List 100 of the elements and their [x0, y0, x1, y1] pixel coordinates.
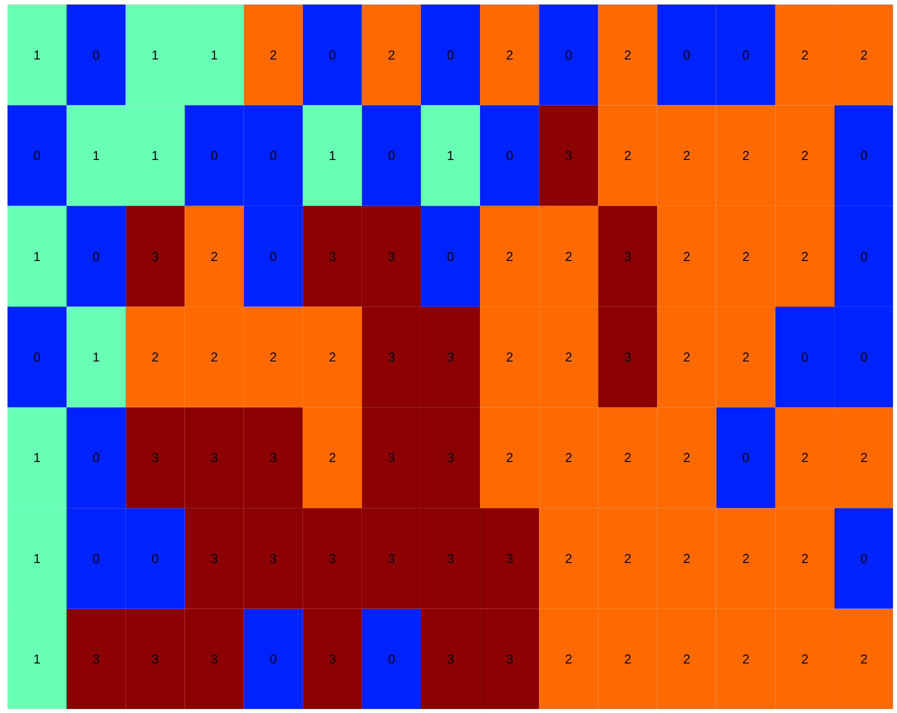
data-label: 2	[801, 248, 809, 264]
data-label: 2	[624, 550, 632, 566]
data-label: 3	[624, 350, 632, 364]
data-label: 3	[270, 550, 277, 566]
data-label: 2	[328, 450, 336, 466]
data-label: 3	[506, 652, 514, 667]
data-label: 0	[33, 350, 41, 364]
data-label: 2	[683, 652, 690, 667]
data-label: 0	[92, 47, 100, 62]
data-label: 1	[92, 350, 100, 364]
data-label: 1	[33, 450, 41, 466]
data-label: 2	[565, 248, 572, 264]
data-label: 1	[33, 550, 41, 566]
data-label: 2	[801, 652, 809, 667]
data-label: 2	[624, 47, 632, 62]
data-label: 2	[506, 47, 514, 62]
data-label: 0	[270, 248, 277, 264]
data-label: 0	[742, 47, 750, 62]
data-label: 2	[742, 248, 750, 264]
data-label: 2	[270, 350, 277, 364]
data-label: 0	[270, 652, 277, 667]
data-label: 1	[210, 47, 218, 62]
data-label: 2	[860, 652, 868, 667]
data-label: 3	[210, 652, 218, 667]
data-label: 2	[565, 550, 572, 566]
data-label: 3	[152, 450, 159, 466]
data-label: 1	[33, 47, 41, 62]
data-label: 2	[624, 652, 632, 667]
data-label: 0	[683, 47, 690, 62]
data-label: 0	[860, 248, 868, 264]
data-label: 3	[210, 550, 218, 566]
data-label: 0	[92, 248, 100, 264]
data-label: 3	[388, 350, 396, 364]
data-label: 2	[801, 450, 809, 466]
data-label: 2	[270, 47, 277, 62]
data-label: 3	[388, 550, 396, 566]
data-label: 3	[328, 652, 336, 667]
data-label: 0	[742, 450, 750, 466]
data-label: 2	[742, 550, 750, 566]
data-label: 2	[683, 148, 690, 164]
data-label: 0	[92, 450, 100, 466]
data-label: 3	[328, 248, 336, 264]
data-label: 0	[860, 350, 868, 364]
data-label: 2	[860, 450, 868, 466]
data-label: 1	[328, 148, 336, 164]
data-label: 3	[446, 550, 454, 566]
data-label: 3	[152, 652, 159, 667]
data-label: 1	[152, 148, 159, 164]
data-label: 2	[860, 47, 868, 62]
data-label: 0	[33, 148, 41, 164]
data-label: 3	[92, 652, 100, 667]
data-label: 2	[624, 148, 632, 164]
data-label: 2	[565, 652, 572, 667]
data-label: 2	[328, 350, 336, 364]
data-label: 3	[446, 350, 454, 364]
data-label: 0	[270, 148, 277, 164]
data-label: 2	[388, 47, 396, 62]
data-label: 0	[860, 550, 868, 566]
data-label: 3	[270, 450, 277, 466]
data-label: 0	[446, 248, 454, 264]
data-label: 0	[328, 47, 336, 62]
data-label: 3	[624, 248, 632, 264]
data-label: 2	[801, 47, 809, 62]
data-label: 2	[565, 350, 572, 364]
data-label: 0	[446, 47, 454, 62]
data-label: 1	[446, 148, 454, 164]
data-label: 0	[210, 148, 218, 164]
data-label: 0	[388, 652, 396, 667]
data-label: 2	[742, 350, 750, 364]
data-label: 2	[683, 248, 690, 264]
data-label: 2	[506, 248, 514, 264]
data-label: 2	[506, 450, 514, 466]
data-label: 0	[565, 47, 572, 62]
data-label: 2	[210, 350, 218, 364]
data-label: 3	[152, 248, 159, 264]
data-label: 3	[446, 450, 454, 466]
data-label: 1	[33, 248, 41, 264]
data-label: 2	[565, 450, 572, 466]
data-label: 3	[446, 652, 454, 667]
data-label: 2	[742, 652, 750, 667]
data-label: 2	[683, 350, 690, 364]
data-label: 1	[152, 47, 159, 62]
data-label: 0	[801, 350, 809, 364]
data-label: 3	[388, 450, 396, 466]
data-label: 3	[388, 248, 396, 264]
data-label: 3	[506, 550, 514, 566]
data-label: 3	[210, 450, 218, 466]
data-label: 0	[388, 148, 396, 164]
data-label: 0	[152, 550, 159, 566]
data-label: 2	[742, 148, 750, 164]
data-label: 2	[624, 450, 632, 466]
data-label: 2	[683, 550, 690, 566]
data-label: 1	[33, 652, 41, 667]
data-label: 2	[506, 350, 514, 364]
data-label: 2	[152, 350, 159, 364]
data-label: 3	[565, 148, 572, 164]
data-label: 0	[92, 550, 100, 566]
data-label: 1	[92, 148, 100, 164]
data-label: 0	[860, 148, 868, 164]
data-label: 2	[210, 248, 218, 264]
